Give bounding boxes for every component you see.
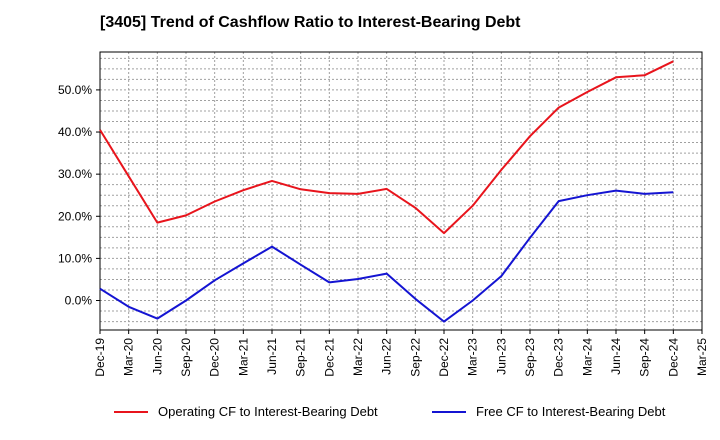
operating-cf-line <box>99 60 674 235</box>
x-tick-label: Sep-24 <box>638 338 652 377</box>
legend: Operating CF to Interest-Bearing Debt Fr… <box>0 404 720 426</box>
x-tick-label: Mar-24 <box>580 338 594 376</box>
x-tick-label: Dec-23 <box>552 338 566 377</box>
x-tick-label: Sep-21 <box>294 338 308 377</box>
x-tick-label: Dec-24 <box>666 338 680 377</box>
x-tick-label: Sep-20 <box>179 338 193 377</box>
x-tick-label: Jun-24 <box>609 338 623 375</box>
y-axis-ticks: 0.0% 10.0% 20.0% 30.0% 40.0% 50.0% <box>58 83 100 308</box>
x-tick-label: Jun-23 <box>494 338 508 375</box>
legend-swatch-operating-cf <box>114 410 148 413</box>
y-tick-label: 50.0% <box>58 83 92 97</box>
y-tick-label: 20.0% <box>58 209 92 223</box>
x-tick-label: Jun-22 <box>380 338 394 375</box>
legend-swatch-free-cf <box>432 410 466 413</box>
x-tick-label: Sep-23 <box>523 338 537 377</box>
x-tick-label: Dec-19 <box>93 338 107 377</box>
y-tick-label: 30.0% <box>58 167 92 181</box>
x-tick-label: Sep-22 <box>408 338 422 377</box>
legend-item-free-cf: Free CF to Interest-Bearing Debt <box>432 404 665 419</box>
x-tick-label: Mar-22 <box>351 338 365 376</box>
x-tick-label: Dec-21 <box>322 338 336 377</box>
legend-item-operating-cf: Operating CF to Interest-Bearing Debt <box>114 404 378 419</box>
free-cf-line <box>99 189 674 323</box>
y-tick-label: 0.0% <box>65 294 93 308</box>
legend-label-operating-cf: Operating CF to Interest-Bearing Debt <box>158 404 378 419</box>
x-tick-label: Dec-20 <box>208 338 222 377</box>
x-axis-ticks: Dec-19 Mar-20 Jun-20 Sep-20 Dec-20 Mar-21 Jun-… <box>93 330 709 377</box>
x-tick-label: Mar-23 <box>466 338 480 376</box>
x-tick-label: Jun-21 <box>265 338 279 375</box>
y-tick-label: 10.0% <box>58 251 92 265</box>
grid-lines <box>99 52 703 330</box>
x-tick-label: Mar-25 <box>695 338 709 376</box>
chart-title: [3405] Trend of Cashflow Ratio to Intere… <box>100 14 521 31</box>
legend-label-free-cf: Free CF to Interest-Bearing Debt <box>476 404 666 419</box>
series-lines <box>99 60 674 323</box>
x-tick-label: Mar-20 <box>122 338 136 376</box>
y-tick-label: 40.0% <box>58 125 92 139</box>
plot-area-border <box>99 51 703 331</box>
x-tick-label: Mar-21 <box>236 338 250 376</box>
x-tick-label: Dec-22 <box>437 338 451 377</box>
x-tick-label: Jun-20 <box>150 338 164 375</box>
